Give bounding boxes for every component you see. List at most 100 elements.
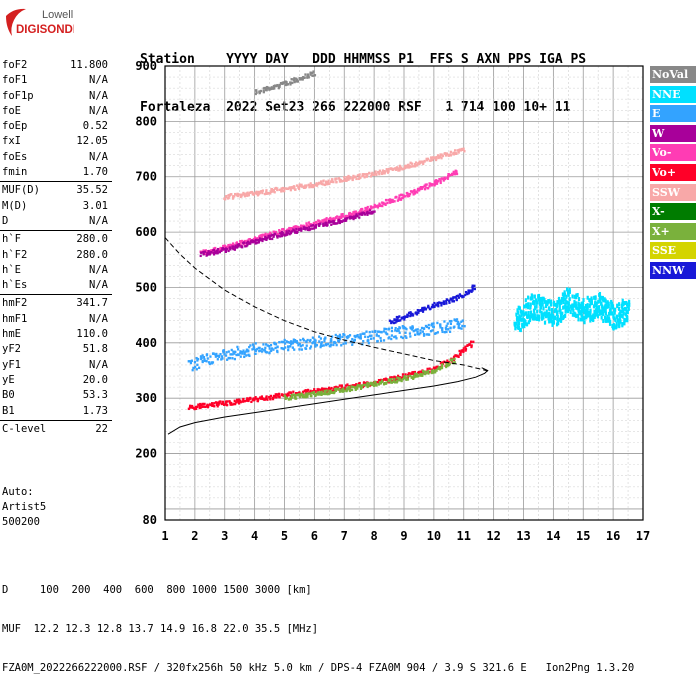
data-point [356,387,359,390]
data-point [457,355,460,359]
data-point [330,391,334,394]
data-point [330,386,333,390]
data-point [419,309,422,312]
data-point [559,316,563,321]
data-point [621,322,624,327]
data-point [615,325,618,330]
data-point [449,358,452,362]
data-point [591,314,594,319]
data-point [409,312,412,316]
data-point [306,74,310,78]
data-point [334,389,338,392]
data-point [358,216,361,219]
data-point [293,348,296,351]
param-name: yF2 [2,343,21,356]
data-point [574,302,577,307]
data-point [451,297,455,300]
data-point [338,335,342,339]
data-point [438,178,441,181]
data-point [397,316,400,319]
data-point [552,313,555,318]
data-point [416,332,419,336]
data-point [620,309,624,314]
data-point [362,174,365,177]
data-point [271,233,274,237]
data-point [299,185,302,188]
legend-item: X- [650,203,696,221]
data-point [422,334,426,337]
data-point [199,254,202,258]
data-point [343,333,346,337]
footer-muf: MUF 12.2 12.3 12.8 13.7 14.9 16.8 22.0 3… [2,623,319,635]
param-row: h`E N/A [0,263,112,278]
param-name: MUF(D) [2,184,40,197]
data-point [589,314,592,319]
data-point [323,389,326,393]
data-point [427,187,430,190]
data-point [281,231,284,234]
data-point [577,297,581,302]
data-point [320,393,323,396]
data-point [206,252,209,255]
data-point [220,402,223,406]
data-point [433,332,436,335]
data-point [322,344,325,347]
data-point [414,161,418,164]
data-point [463,324,466,328]
data-point [537,293,541,298]
param-name: foE [2,104,21,117]
data-point [605,301,608,306]
data-point [332,217,335,220]
data-point [293,339,297,342]
data-point [246,194,249,197]
data-point [326,388,329,391]
data-point [428,367,431,370]
data-point [354,216,357,220]
legend-item: X+ [650,222,696,240]
data-point [350,385,354,389]
param-name: foF1p [2,89,34,102]
data-point [390,200,393,204]
data-point [554,302,557,307]
param-row: hmF2 341.7 [0,296,112,311]
data-point [344,217,347,220]
data-point [190,406,193,409]
data-point [401,193,404,197]
data-point [216,249,219,253]
data-point [288,186,291,189]
data-point [414,165,417,168]
data-point [266,87,269,90]
data-point [314,345,317,348]
data-point [448,173,452,177]
data-point [314,393,317,396]
data-point [461,148,464,152]
data-point [241,400,245,403]
data-point [363,383,366,387]
data-point [446,177,449,180]
data-point [394,329,397,332]
data-point [428,184,431,188]
data-point [296,341,299,345]
data-point [617,306,621,311]
data-point [525,322,529,327]
data-point [420,326,424,330]
data-point [400,379,403,383]
data-point [236,398,239,402]
data-point [367,384,370,387]
data-point [227,194,230,197]
data-point [625,307,628,312]
param-value: 110.0 [76,328,108,341]
data-point [378,202,381,205]
data-point [369,205,372,208]
data-point [583,320,586,325]
data-point [433,305,436,308]
data-point [311,227,314,230]
param-separator [0,181,112,183]
data-point [435,303,438,306]
data-point [361,173,364,176]
data-point [319,180,323,183]
data-point [212,253,216,256]
data-point [471,286,474,289]
data-point [410,190,414,193]
data-point [367,335,370,339]
